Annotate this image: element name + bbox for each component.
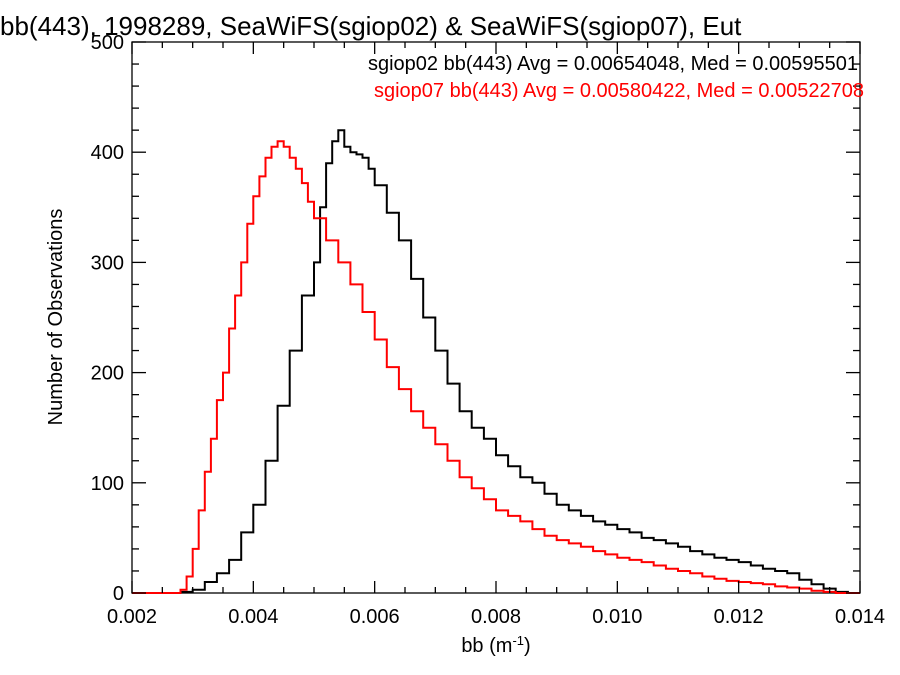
series-sgiop07-line	[132, 140, 860, 594]
y-tick-label: 100	[91, 473, 124, 495]
y-tick-label: 400	[91, 142, 124, 164]
y-tick-label: 200	[91, 363, 124, 385]
legend-sgiop07: sgiop07 bb(443) Avg = 0.00580422, Med = …	[374, 80, 864, 102]
series-sgiop02-line	[132, 129, 860, 594]
x-tick-label: 0.006	[350, 606, 400, 628]
y-tick-label: 300	[91, 252, 124, 274]
y-tick-label: 0	[113, 583, 124, 605]
y-axis-label: Number of Observations	[45, 209, 67, 426]
x-tick-label: 0.010	[592, 606, 642, 628]
x-tick-label: 0.012	[714, 606, 764, 628]
chart-title: bb(443), 1998289, SeaWiFS(sgiop02) & Sea…	[0, 11, 742, 41]
x-tick-label: 0.004	[228, 606, 278, 628]
x-axis-label-end: )	[524, 635, 531, 657]
legend-sgiop02: sgiop02 bb(443) Avg = 0.00654048, Med = …	[368, 53, 858, 75]
x-axis-label-sup: -1	[512, 633, 524, 648]
x-tick-label: 0.014	[835, 606, 885, 628]
series-layer	[132, 129, 860, 594]
x-tick-label: 0.008	[471, 606, 521, 628]
ticks-layer: 0.002 0.004 0.006 0.008 0.010 0.012 0.014 0 100 2…	[91, 32, 885, 628]
x-tick-label: 0.002	[107, 606, 157, 628]
y-tick-label: 500	[91, 32, 124, 54]
x-axis-label: bb (m-1)	[461, 633, 530, 658]
x-axis-label-base: bb (m	[461, 635, 512, 657]
